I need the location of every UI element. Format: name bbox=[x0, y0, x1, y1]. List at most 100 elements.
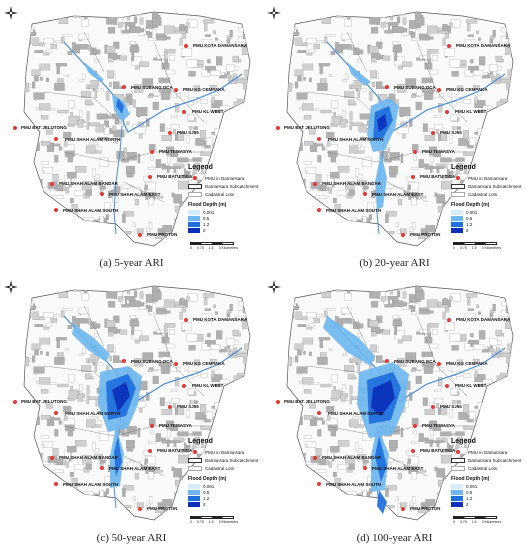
flood-depth-label: 0.5 bbox=[466, 489, 473, 495]
flood-depth-label: 2 bbox=[203, 227, 206, 233]
pmu-label: PMU TEMASYA bbox=[422, 423, 455, 428]
pmu-dot-icon bbox=[188, 449, 202, 455]
scale-tick-label: 1.5 bbox=[471, 246, 477, 250]
flood-depth-swatch bbox=[188, 227, 200, 233]
pmu-label: PMU SHAH ALAM BANDAR bbox=[322, 181, 381, 186]
pmu-marker bbox=[317, 208, 321, 212]
pmu-label: PMU SUBANG DCA bbox=[131, 85, 173, 90]
flood-area bbox=[116, 98, 124, 114]
flood-depth-swatch bbox=[188, 489, 200, 495]
pmu-marker bbox=[447, 44, 451, 48]
flood-depth-class: 0.5 bbox=[188, 489, 258, 495]
flood-depth-label: 0.001 bbox=[203, 483, 215, 489]
legend-title: Legend bbox=[451, 164, 476, 171]
pmu-label: PMU TEMASYA bbox=[159, 423, 192, 428]
flood-depth-swatch bbox=[188, 221, 200, 227]
pmu-label: PMU SHAH ALAM SOUTH bbox=[326, 208, 382, 213]
flood-depth-title: Flood Depth (m) bbox=[188, 202, 227, 208]
pmu-marker bbox=[54, 411, 58, 415]
pmu-label: PMU KG CEMPAKA bbox=[183, 361, 225, 366]
flood-depth-class: 2 bbox=[451, 227, 521, 233]
panel-caption: (a) 5-year ARI bbox=[99, 257, 164, 269]
panel-caption: (d) 100-year ARI bbox=[356, 532, 433, 544]
pmu-marker bbox=[363, 192, 367, 196]
scale-tick-label: 0 bbox=[453, 520, 455, 524]
lots-swatch bbox=[188, 191, 202, 197]
pmu-label: PMU SHAH ALAM BANDAR bbox=[322, 455, 381, 460]
scale-tick-label: 0.75 bbox=[459, 520, 467, 524]
pmu-label: PMU SHAH ALAM EAST bbox=[109, 192, 161, 197]
pmu-marker bbox=[54, 137, 58, 141]
flood-depth-label: 0.001 bbox=[203, 209, 215, 215]
flood-depth-class: 0.001 bbox=[451, 209, 521, 215]
pmu-marker bbox=[411, 175, 415, 179]
flood-extent bbox=[323, 316, 409, 514]
pmu-marker bbox=[317, 411, 321, 415]
pmu-label: PMU SHAH ALAM NORTH bbox=[65, 411, 121, 416]
pmu-label: PMU SHAH ALAM SOUTH bbox=[63, 482, 119, 487]
scale-tick-label: 1.5 bbox=[471, 520, 477, 524]
pmu-label: PMU BATU TIGA bbox=[420, 448, 456, 453]
scale-bar-graphic bbox=[453, 242, 497, 245]
pmu-label: PMU SUBANG DCA bbox=[131, 359, 173, 364]
flood-extent bbox=[72, 324, 142, 488]
flood-depth-title: Flood Depth (m) bbox=[188, 476, 227, 482]
flood-area bbox=[375, 152, 387, 210]
flood-area bbox=[377, 114, 387, 132]
subcatchment-lines bbox=[306, 31, 468, 203]
flood-depth-swatch bbox=[188, 501, 200, 507]
pmu-dot-icon bbox=[188, 175, 202, 181]
pmu-label: PMU KL WEST bbox=[192, 383, 224, 388]
pmu-marker bbox=[437, 362, 441, 366]
flood-depth-swatch bbox=[451, 227, 463, 233]
legend-item: Damansara Subcatchment bbox=[451, 182, 521, 190]
pmu-marker bbox=[138, 507, 142, 511]
flood-depth-swatch bbox=[188, 215, 200, 221]
map-panel-b: (b) 20-year ARI PMU KOTA DAMANSARA PMU SU… bbox=[267, 2, 522, 270]
scale-bar-graphic bbox=[453, 516, 497, 519]
flood-depth-swatch bbox=[451, 215, 463, 221]
pmu-marker bbox=[447, 318, 451, 322]
pmu-label: PMU TEMASYA bbox=[159, 149, 192, 154]
pmu-label: PMU BAT JELUTONG bbox=[284, 399, 330, 404]
flood-depth-label: 0.5 bbox=[203, 215, 210, 221]
pmu-marker bbox=[150, 424, 154, 428]
flood-depth-class: 2 bbox=[188, 227, 258, 233]
scale-bar-graphic bbox=[190, 242, 234, 245]
flood-depth-class: 2 bbox=[188, 501, 258, 507]
map-legend: Legend PMU in Damansara Damansara Subcatch… bbox=[451, 164, 521, 233]
flood-depth-label: 0.5 bbox=[466, 215, 473, 221]
pmu-label: PMU SJ55 bbox=[177, 130, 199, 135]
legend-item: PMU in Damansara bbox=[451, 448, 521, 456]
map-panel-c: (c) 50-year ARI PMU KOTA DAMANSARA PMU SU… bbox=[4, 276, 259, 544]
pmu-marker bbox=[385, 85, 389, 89]
lots-swatch bbox=[188, 465, 202, 471]
pmu-label: PMU SJ55 bbox=[177, 404, 199, 409]
legend-item-label: PMU in Damansara bbox=[468, 449, 508, 455]
flood-depth-swatch bbox=[451, 495, 463, 501]
map-legend: Legend PMU in Damansara Damansara Subcatch… bbox=[188, 438, 258, 507]
map-canvas bbox=[286, 11, 514, 247]
flood-depth-label: 2 bbox=[203, 501, 206, 507]
flood-area bbox=[323, 316, 375, 366]
pmu-marker bbox=[445, 384, 449, 388]
flood-depth-class: 1.2 bbox=[451, 495, 521, 501]
pmu-label: PMU BATU TIGA bbox=[157, 174, 193, 179]
flood-depth-label: 1.2 bbox=[466, 221, 473, 227]
scale-tick-label: 3 Kilometers bbox=[218, 246, 239, 250]
pmu-marker bbox=[138, 233, 142, 237]
scale-tick-label: 1.5 bbox=[208, 246, 214, 250]
flood-area bbox=[371, 380, 395, 416]
legend-item-label: PMU in Damansara bbox=[468, 175, 508, 181]
pmu-label: PMU SHAH ALAM NORTH bbox=[328, 411, 384, 416]
pmu-label: PMU KL WEST bbox=[192, 109, 224, 114]
pmu-label: PMU KG CEMPAKA bbox=[183, 87, 225, 92]
legend-item: Damansara Subcatchment bbox=[451, 456, 521, 464]
flood-depth-class: 2 bbox=[451, 501, 521, 507]
pmu-marker bbox=[50, 456, 54, 460]
pmu-label: PMU KOTA DAMANSARA bbox=[193, 43, 248, 48]
legend-title: Legend bbox=[451, 438, 476, 445]
pmu-label: PMU KOTA DAMANSARA bbox=[456, 43, 511, 48]
pmu-marker bbox=[100, 192, 104, 196]
pmu-marker bbox=[174, 88, 178, 92]
